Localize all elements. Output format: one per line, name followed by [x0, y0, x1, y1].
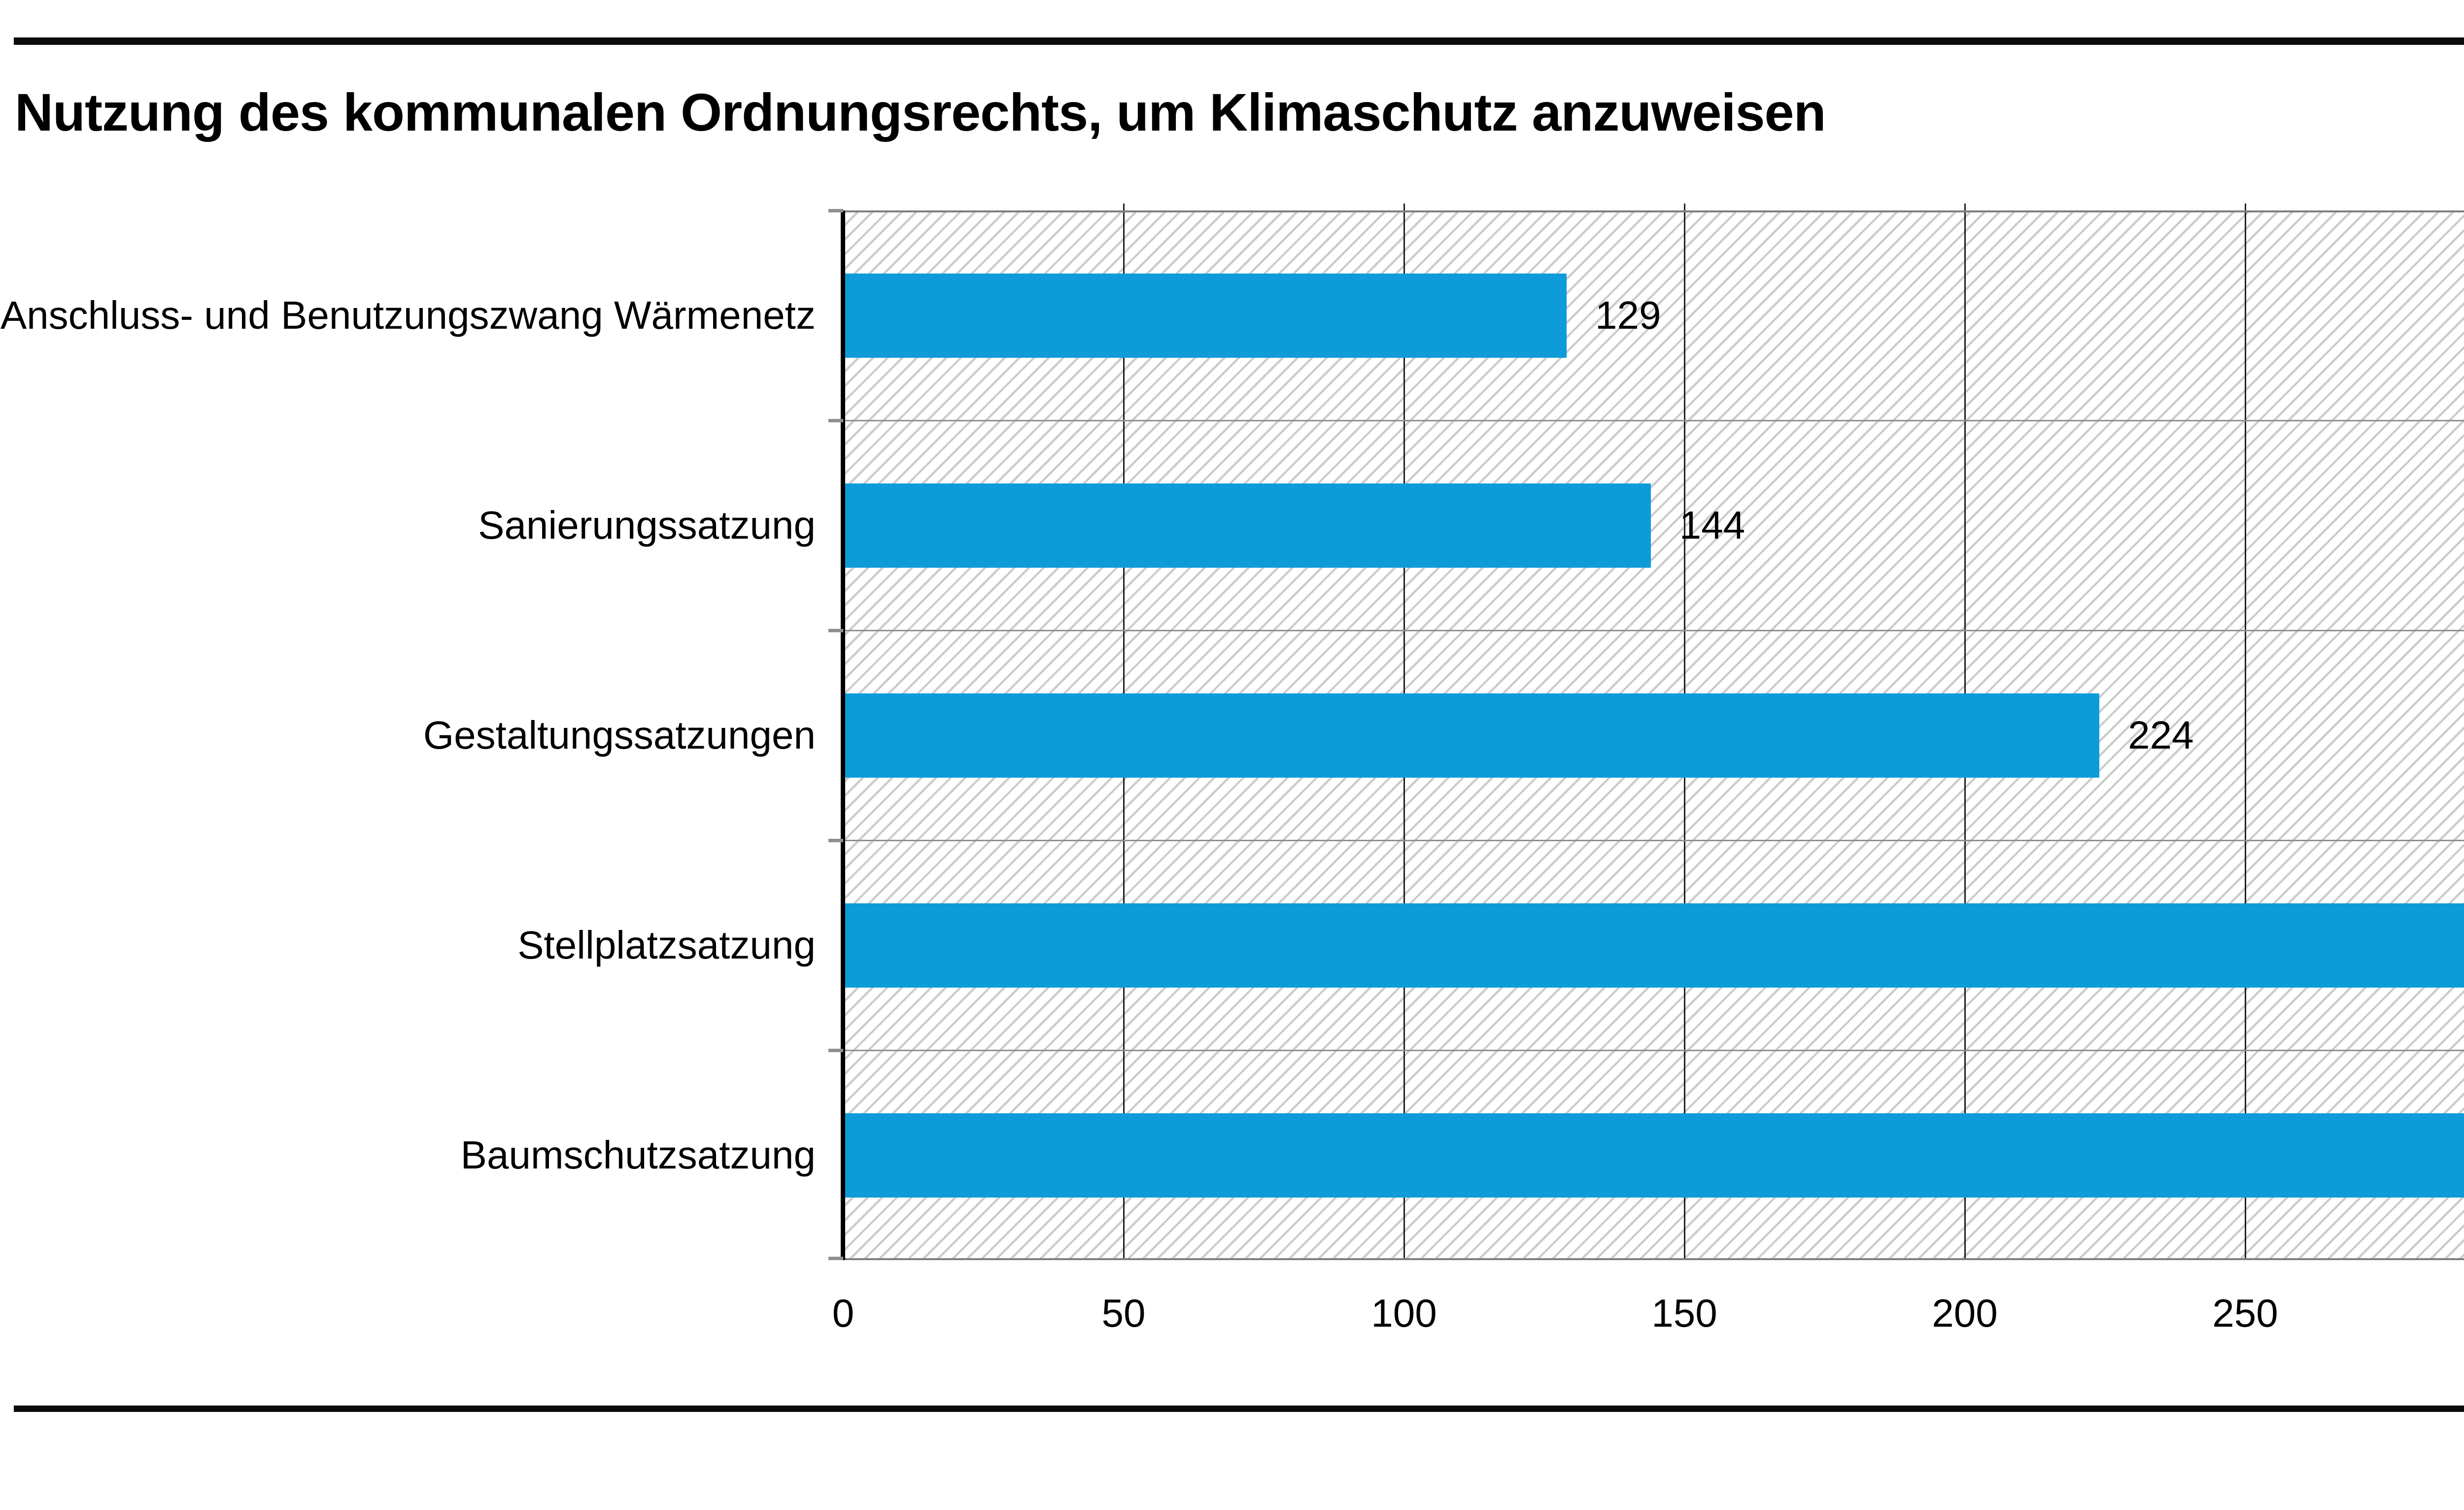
x-axis-tick-labels: 050100150200250300350 [832, 1260, 2464, 1369]
bar-value-label: 144 [1679, 503, 1745, 547]
category-label: Stellplatzsatzung [517, 923, 816, 967]
y-axis-tick [828, 209, 843, 212]
x-tick-label: 300 [2452, 1291, 2464, 1336]
y-axis-tick [828, 839, 843, 842]
category-axis-labels: Anschluss- und Benutzungszwang Wärmenetz… [0, 210, 816, 1260]
bar [843, 903, 2464, 988]
x-tick-label: 0 [832, 1291, 855, 1335]
x-axis-line [843, 1258, 2464, 1260]
bar [843, 693, 2100, 778]
x-tick-label: 50 [1101, 1291, 1146, 1335]
bar [843, 273, 1567, 358]
category-label: Anschluss- und Benutzungszwang Wärmenetz [0, 293, 816, 337]
category-label: Gestaltungssatzungen [423, 713, 816, 757]
plot-area: 129144224321327 [828, 204, 2464, 1260]
bar [843, 483, 1651, 568]
bar-value-label: 129 [1595, 293, 1661, 337]
x-tick-label: 150 [1651, 1291, 1717, 1335]
vertical-gridline [2244, 204, 2246, 1260]
y-axis-tick [828, 1257, 843, 1260]
bottom-rule [14, 1406, 2464, 1412]
horizontal-gridline [843, 629, 2464, 631]
horizontal-gridline [843, 419, 2464, 421]
y-axis-line [841, 210, 845, 1260]
chart-title: Nutzung des kommunalen Ordnungsrechts, u… [15, 82, 1826, 142]
top-rule [14, 37, 2464, 45]
horizontal-gridline [843, 1049, 2464, 1051]
y-axis-tick [828, 629, 843, 632]
category-label: Sanierungssatzung [478, 503, 816, 547]
x-tick-label: 100 [1371, 1291, 1437, 1335]
x-tick-label: 250 [2212, 1291, 2278, 1335]
y-axis-tick [828, 1049, 843, 1052]
x-tick-label: 200 [1932, 1291, 1998, 1335]
bar-value-label: 224 [2128, 713, 2194, 757]
category-label: Baumschutzsatzung [460, 1133, 816, 1177]
y-axis-tick [828, 419, 843, 422]
plot-top-border [843, 210, 2464, 212]
bar [843, 1113, 2464, 1198]
horizontal-gridline [843, 839, 2464, 841]
